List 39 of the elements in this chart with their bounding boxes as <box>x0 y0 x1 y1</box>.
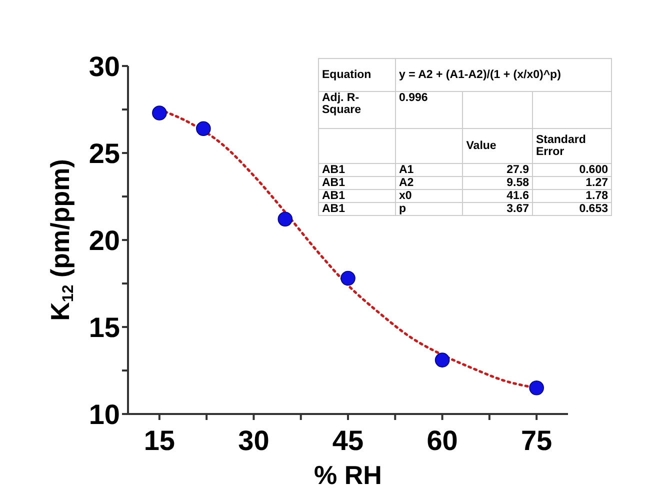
annotation: Equation <box>318 58 396 92</box>
annotation: p <box>396 202 463 216</box>
text: 0.600 <box>579 164 608 176</box>
annotation: 41.6 <box>462 190 532 202</box>
annotation: 0.996 <box>396 92 463 128</box>
annotation: Adj. R-Square <box>318 92 396 128</box>
text: 0.653 <box>579 203 608 215</box>
y-tick-label: 25 <box>88 138 120 169</box>
x-tick-label: 30 <box>238 424 270 456</box>
annotation: AB1 <box>318 164 396 176</box>
point <box>529 380 544 396</box>
annotation: x0 <box>396 190 463 202</box>
point <box>434 352 450 368</box>
y-tick-label: 20 <box>88 224 120 256</box>
text: 1.27 <box>586 177 608 189</box>
annotation: A2 <box>396 176 463 190</box>
x-tick-label: 45 <box>332 424 364 456</box>
y-tick-label: 30 <box>88 50 120 82</box>
annotation: 3.67 <box>462 202 532 216</box>
annotation: AB1 <box>318 176 396 190</box>
annotation: Value <box>462 128 532 164</box>
annotation: Standard Error <box>532 128 612 164</box>
point <box>340 270 356 286</box>
y-tick-label: 15 <box>88 312 120 343</box>
x-tick-label: 60 <box>426 424 458 456</box>
point <box>152 106 167 120</box>
annotation: A1 <box>396 164 463 176</box>
point <box>196 121 211 136</box>
annotation: y = A2 + (A1-A2)/(1 + (x/x0)^p) <box>396 58 612 92</box>
annotation: AB1 <box>318 190 396 202</box>
annotation: 27.9 <box>462 164 532 176</box>
annotation: AB1 <box>318 202 396 216</box>
y-tick-label: 10 <box>88 398 120 430</box>
point <box>278 212 293 227</box>
x-tick-label: 75 <box>520 424 552 456</box>
x-axis-title: % RH <box>314 460 382 490</box>
text: 1.78 <box>586 190 608 202</box>
x-tick-label: 15 <box>144 424 176 456</box>
annotation: 9.58 <box>462 176 532 190</box>
